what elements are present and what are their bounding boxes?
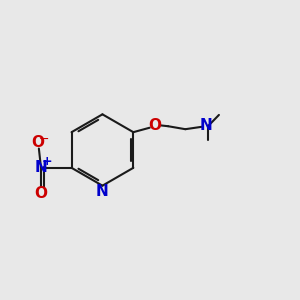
Text: O: O — [31, 135, 44, 150]
Text: N: N — [200, 118, 212, 134]
Text: O: O — [34, 186, 47, 201]
Text: +: + — [42, 155, 52, 168]
Text: O: O — [148, 118, 161, 133]
Text: −: − — [39, 133, 50, 146]
Text: N: N — [34, 160, 47, 175]
Text: N: N — [96, 184, 109, 199]
